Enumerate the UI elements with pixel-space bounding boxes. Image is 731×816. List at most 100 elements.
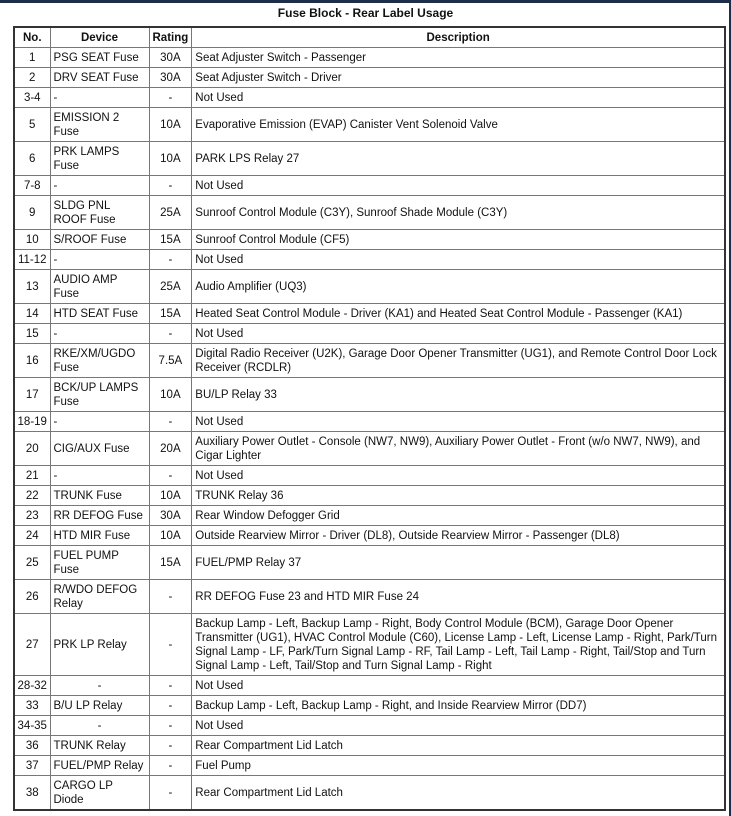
cell-rating: -	[148, 175, 193, 196]
column-header-rating: Rating	[148, 26, 193, 48]
cell-description: Rear Compartment Lid Latch	[191, 735, 726, 756]
cell-device: CARGO LP Diode	[49, 775, 150, 811]
table-row: 20 CIG/AUX Fuse 20A Auxiliary Power Outlet …	[13, 431, 726, 466]
cell-no: 6	[13, 141, 51, 176]
table-row: 37 FUEL/PMP Relay - Fuel Pump	[13, 755, 726, 776]
cell-description: Audio Amplifier (UQ3)	[191, 269, 726, 304]
cell-rating: -	[148, 675, 193, 696]
table-row: 7-8- - Not Used	[13, 175, 726, 196]
cell-description: Not Used	[191, 715, 726, 736]
cell-no: 27	[13, 613, 51, 676]
table-row: 2 DRV SEAT Fuse 30A Seat Adjuster Switch - …	[13, 67, 726, 88]
cell-description: BU/LP Relay 33	[191, 377, 726, 412]
cell-rating: -	[148, 87, 193, 108]
cell-no: 21	[13, 465, 51, 486]
cell-device: -	[49, 411, 150, 432]
cell-device: CIG/AUX Fuse	[49, 431, 150, 466]
window-right-border	[729, 0, 731, 816]
cell-rating: -	[148, 323, 193, 344]
cell-description: Not Used	[191, 87, 726, 108]
table-row: 23 RR DEFOG Fuse 30A Rear Window Defogger G…	[13, 505, 726, 526]
window-top-border	[0, 0, 731, 3]
cell-rating: 10A	[148, 377, 193, 412]
cell-device: -	[49, 715, 150, 736]
cell-no: 18-19	[13, 411, 51, 432]
table-row: 11-12- - Not Used	[13, 249, 726, 270]
table-row: 13 AUDIO AMP Fuse 25A Audio Amplifier (UQ3)	[13, 269, 726, 304]
cell-description: Backup Lamp - Left, Backup Lamp - Right,…	[191, 695, 726, 716]
cell-no: 24	[13, 525, 51, 546]
cell-description: TRUNK Relay 36	[191, 485, 726, 506]
cell-rating: 10A	[148, 525, 193, 546]
cell-description: Rear Window Defogger Grid	[191, 505, 726, 526]
cell-no: 11-12	[13, 249, 51, 270]
cell-device: FUEL PUMP Fuse	[49, 545, 150, 580]
cell-rating: 10A	[148, 141, 193, 176]
page-title: Fuse Block - Rear Label Usage	[277, 6, 454, 20]
table-row: 15- - Not Used	[13, 323, 726, 344]
cell-description: Not Used	[191, 465, 726, 486]
table-row: 16 RKE/XM/UGDO Fuse 7.5A Digital Radio Rece…	[13, 343, 726, 378]
cell-device: TRUNK Fuse	[49, 485, 150, 506]
table-row: 27 PRK LP Relay - Backup Lamp - Left, Backu…	[13, 613, 726, 676]
cell-description: PARK LPS Relay 27	[191, 141, 726, 176]
table-row: 17 BCK/UP LAMPS Fuse 10A BU/LP Relay 33	[13, 377, 726, 412]
table-row: 5 EMISSION 2 Fuse 10A Evaporative Emission …	[13, 107, 726, 142]
cell-no: 9	[13, 195, 51, 230]
table-row: 9 SLDG PNL ROOF Fuse 25A Sunroof Control Mo…	[13, 195, 726, 230]
table-row: 14 HTD SEAT Fuse 15A Heated Seat Control Mo…	[13, 303, 726, 324]
table-row: 28-32- - Not Used	[13, 675, 726, 696]
cell-description: Sunroof Control Module (CF5)	[191, 229, 726, 250]
cell-device: FUEL/PMP Relay	[49, 755, 150, 776]
cell-device: RKE/XM/UGDO Fuse	[49, 343, 150, 378]
cell-rating: -	[148, 715, 193, 736]
cell-device: TRUNK Relay	[49, 735, 150, 756]
cell-rating: -	[148, 755, 193, 776]
table-row: 25 FUEL PUMP Fuse 15A FUEL/PMP Relay 37	[13, 545, 726, 580]
cell-rating: -	[148, 249, 193, 270]
cell-device: HTD SEAT Fuse	[49, 303, 150, 324]
table-header-row: No. Device Rating Description	[13, 26, 726, 48]
table-row: 18-19- - Not Used	[13, 411, 726, 432]
cell-device: R/WDO DEFOG Relay	[49, 579, 150, 614]
cell-description: FUEL/PMP Relay 37	[191, 545, 726, 580]
cell-rating: 25A	[148, 195, 193, 230]
column-header-description: Description	[191, 26, 726, 48]
cell-rating: -	[148, 465, 193, 486]
cell-description: Heated Seat Control Module - Driver (KA1…	[191, 303, 726, 324]
cell-no: 34-35	[13, 715, 51, 736]
table-row: 3-4- - Not Used	[13, 87, 726, 108]
table-row: 26 R/WDO DEFOG Relay - RR DEFOG Fuse 23 and…	[13, 579, 726, 614]
cell-device: EMISSION 2 Fuse	[49, 107, 150, 142]
cell-description: Backup Lamp - Left, Backup Lamp - Right,…	[191, 613, 726, 676]
cell-device: -	[49, 323, 150, 344]
cell-description: Evaporative Emission (EVAP) Canister Ven…	[191, 107, 726, 142]
cell-no: 2	[13, 67, 51, 88]
cell-description: Not Used	[191, 175, 726, 196]
cell-rating: 30A	[148, 47, 193, 68]
cell-device: PSG SEAT Fuse	[49, 47, 150, 68]
table-row: 21- - Not Used	[13, 465, 726, 486]
cell-rating: 10A	[148, 485, 193, 506]
cell-no: 37	[13, 755, 51, 776]
cell-no: 25	[13, 545, 51, 580]
table-row: 6 PRK LAMPS Fuse 10A PARK LPS Relay 27	[13, 141, 726, 176]
cell-no: 17	[13, 377, 51, 412]
cell-device: DRV SEAT Fuse	[49, 67, 150, 88]
cell-description: Rear Compartment Lid Latch	[191, 775, 726, 811]
cell-no: 36	[13, 735, 51, 756]
cell-rating: -	[148, 695, 193, 716]
cell-no: 20	[13, 431, 51, 466]
cell-device: -	[49, 675, 150, 696]
table-row: 22 TRUNK Fuse 10A TRUNK Relay 36	[13, 485, 726, 506]
cell-device: PRK LP Relay	[49, 613, 150, 676]
cell-description: Sunroof Control Module (C3Y), Sunroof Sh…	[191, 195, 726, 230]
cell-no: 13	[13, 269, 51, 304]
cell-rating: -	[148, 735, 193, 756]
cell-no: 3-4	[13, 87, 51, 108]
cell-device: -	[49, 175, 150, 196]
table-row: 10 S/ROOF Fuse 15A Sunroof Control Module (…	[13, 229, 726, 250]
table-row: 36 TRUNK Relay - Rear Compartment Lid Latch	[13, 735, 726, 756]
cell-rating: 15A	[148, 303, 193, 324]
cell-description: Not Used	[191, 411, 726, 432]
